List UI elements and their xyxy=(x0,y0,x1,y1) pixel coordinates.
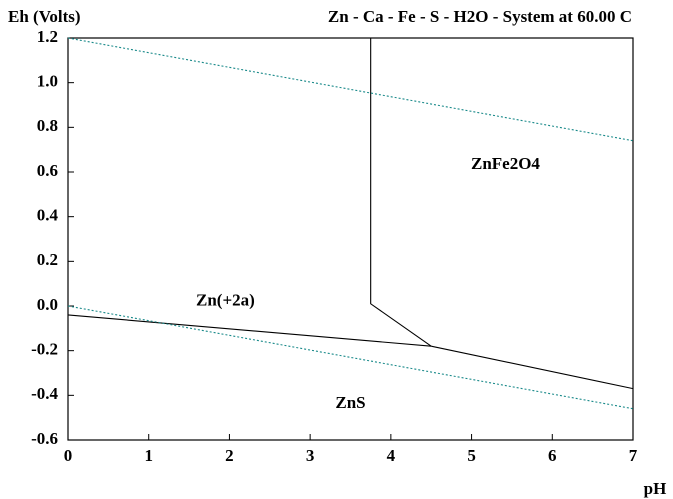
y-tick-label: 0.2 xyxy=(37,250,58,269)
chart-title: Zn - Ca - Fe - S - H2O - System at 60.00… xyxy=(328,7,632,26)
y-tick-label: 1.2 xyxy=(37,27,58,46)
x-tick-label: 6 xyxy=(548,446,557,465)
y-axis-label: Eh (Volts) xyxy=(8,7,81,26)
y-tick-label: 0.6 xyxy=(37,161,58,180)
x-axis-label: pH xyxy=(644,479,667,498)
y-tick-label: 0.4 xyxy=(37,206,59,225)
x-tick-label: 5 xyxy=(467,446,476,465)
plot-frame xyxy=(67,37,634,441)
y-tick-label: -0.4 xyxy=(31,384,58,403)
y-tick-label: 0.0 xyxy=(37,295,58,314)
x-tick-label: 3 xyxy=(306,446,315,465)
x-tick-label: 7 xyxy=(629,446,638,465)
water-line xyxy=(67,37,634,142)
y-tick-label: 1.0 xyxy=(37,72,58,91)
y-tick-label: -0.2 xyxy=(31,340,58,359)
region-label: Zn(+2a) xyxy=(196,290,255,309)
x-tick-label: 4 xyxy=(387,446,396,465)
boundary-line xyxy=(431,345,634,390)
boundary-line xyxy=(370,38,432,347)
y-tick-label: 0.8 xyxy=(37,116,58,135)
y-tick-label: -0.6 xyxy=(31,429,58,448)
region-label: ZnFe2O4 xyxy=(471,154,540,173)
x-tick-label: 1 xyxy=(144,446,153,465)
region-label: ZnS xyxy=(335,393,365,412)
x-tick-label: 0 xyxy=(64,446,73,465)
x-tick-label: 2 xyxy=(225,446,234,465)
boundary-line xyxy=(67,314,432,347)
